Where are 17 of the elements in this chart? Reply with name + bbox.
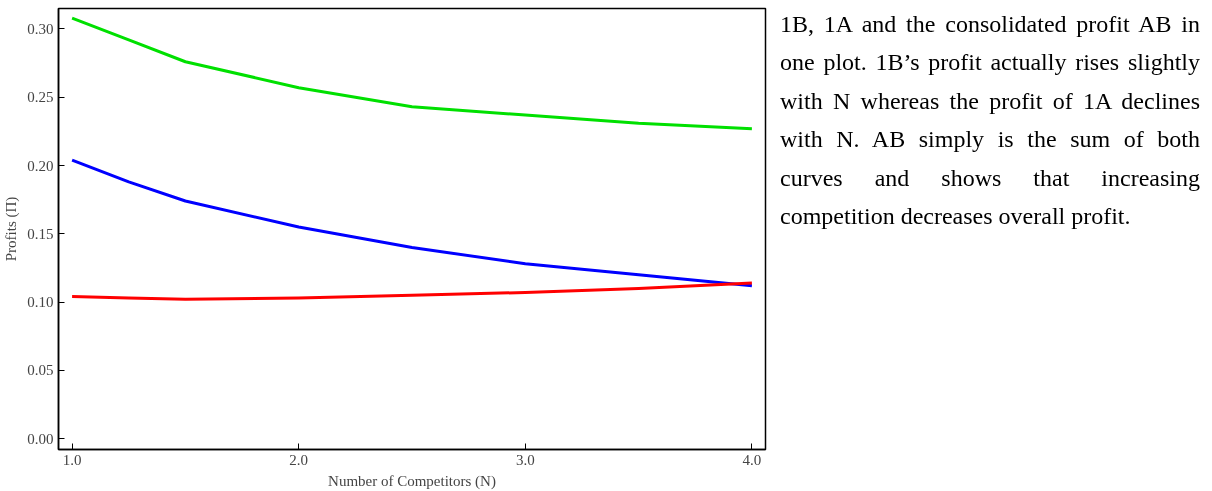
y-tick-label: 0.20 xyxy=(27,157,54,174)
x-tick-label: 3.0 xyxy=(515,451,535,468)
y-tick-label: 0.30 xyxy=(27,20,54,37)
line-series xyxy=(70,281,754,301)
x-axis-title: Number of Competitors (N) xyxy=(328,472,496,490)
text: 1B, 1A and the consolidated profit AB in one plot. 1B’s profit actually rises slightly with N whereas the profit of 1A declines with N. AB simply is the sum of both curves and shows that increasing competition decreases overall profit. xyxy=(780,10,1200,231)
y-tick-label: 0.15 xyxy=(27,225,54,242)
x-tick-label: 2.0 xyxy=(289,451,309,468)
line-series xyxy=(70,158,754,288)
x-tick-label: 1.0 xyxy=(62,451,82,468)
y-tick-label: 0.05 xyxy=(27,362,54,379)
y-axis-title: Profits (Π) xyxy=(3,196,21,262)
x-tick-label: 4.0 xyxy=(742,451,762,468)
y-tick-label: 0.00 xyxy=(27,430,54,447)
y-tick-label: 0.25 xyxy=(27,89,54,106)
line-series xyxy=(70,16,754,131)
y-tick-label: 0.10 xyxy=(27,294,54,311)
